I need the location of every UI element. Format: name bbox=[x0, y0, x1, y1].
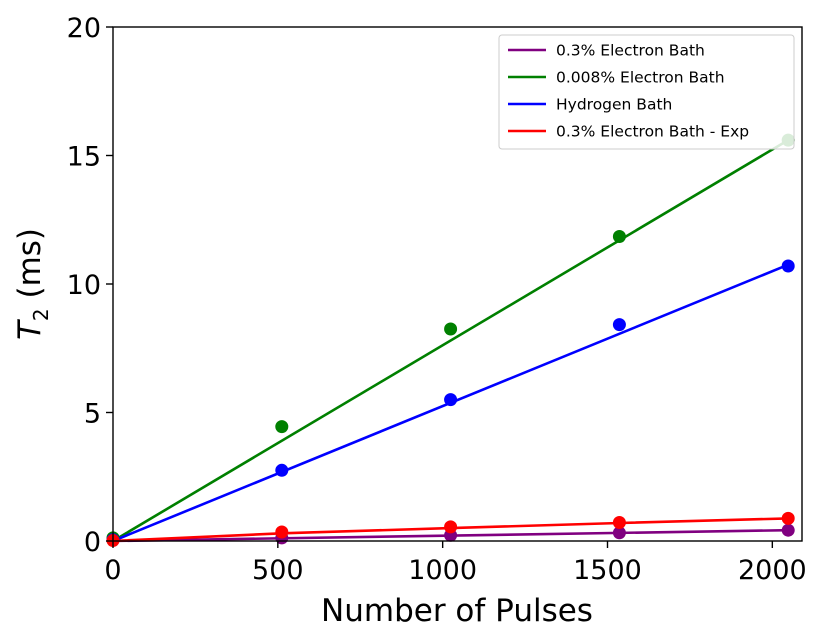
data-point-series-2-4 bbox=[781, 259, 795, 273]
svg-text:T2 (ms): T2 (ms) bbox=[12, 228, 53, 340]
x-tick-label: 500 bbox=[252, 555, 304, 586]
data-point-series-1-1 bbox=[275, 420, 289, 434]
y-tick-label: 20 bbox=[67, 13, 101, 44]
data-point-series-3-4 bbox=[781, 511, 795, 525]
y-tick-label: 15 bbox=[67, 142, 101, 173]
x-tick-label: 1000 bbox=[408, 555, 477, 586]
data-point-series-1-3 bbox=[612, 230, 626, 243]
fit-lines bbox=[112, 138, 789, 543]
legend-label-0: 0.3% Electron Bath bbox=[556, 42, 705, 60]
data-point-series-3-1 bbox=[275, 525, 289, 539]
x-tick-label: 0 bbox=[104, 555, 121, 586]
y-axis-label: T2 (ms) bbox=[12, 228, 53, 340]
data-point-series-1-2 bbox=[444, 322, 458, 336]
data-point-series-2-3 bbox=[612, 318, 626, 332]
legend-label-2: Hydrogen Bath bbox=[556, 96, 672, 114]
y-axis-label-symbol: T bbox=[12, 319, 48, 340]
data-point-series-2-2 bbox=[444, 393, 458, 407]
x-axis-ticks: 0 500 1000 1500 2000 bbox=[104, 541, 807, 586]
data-point-series-0-3 bbox=[612, 526, 626, 540]
legend-box bbox=[498, 34, 795, 150]
x-axis-label: Number of Pulses bbox=[321, 593, 593, 629]
x-tick-label: 1500 bbox=[573, 555, 642, 586]
legend-label-1: 0.008% Electron Bath bbox=[556, 69, 725, 87]
y-tick-label: 5 bbox=[84, 399, 101, 430]
data-point-series-0-4 bbox=[781, 523, 795, 537]
x-tick-label: 2000 bbox=[738, 555, 807, 586]
data-point-series-3-3 bbox=[612, 516, 626, 529]
legend: 0.3% Electron Bath 0.008% Electron Bath Hy… bbox=[498, 34, 795, 150]
y-tick-label: 10 bbox=[67, 270, 101, 301]
y-axis-label-subscript: 2 bbox=[29, 308, 53, 321]
y-axis-ticks: 0 5 10 15 20 bbox=[67, 13, 113, 558]
y-tick-label: 0 bbox=[84, 527, 101, 558]
data-point-series-3-2 bbox=[444, 520, 458, 534]
y-axis-label-unit: (ms) bbox=[12, 228, 48, 308]
legend-label-3: 0.3% Electron Bath - Exp bbox=[556, 123, 749, 141]
data-point-series-2-1 bbox=[275, 463, 289, 477]
fit-line-series-1 bbox=[112, 138, 789, 543]
